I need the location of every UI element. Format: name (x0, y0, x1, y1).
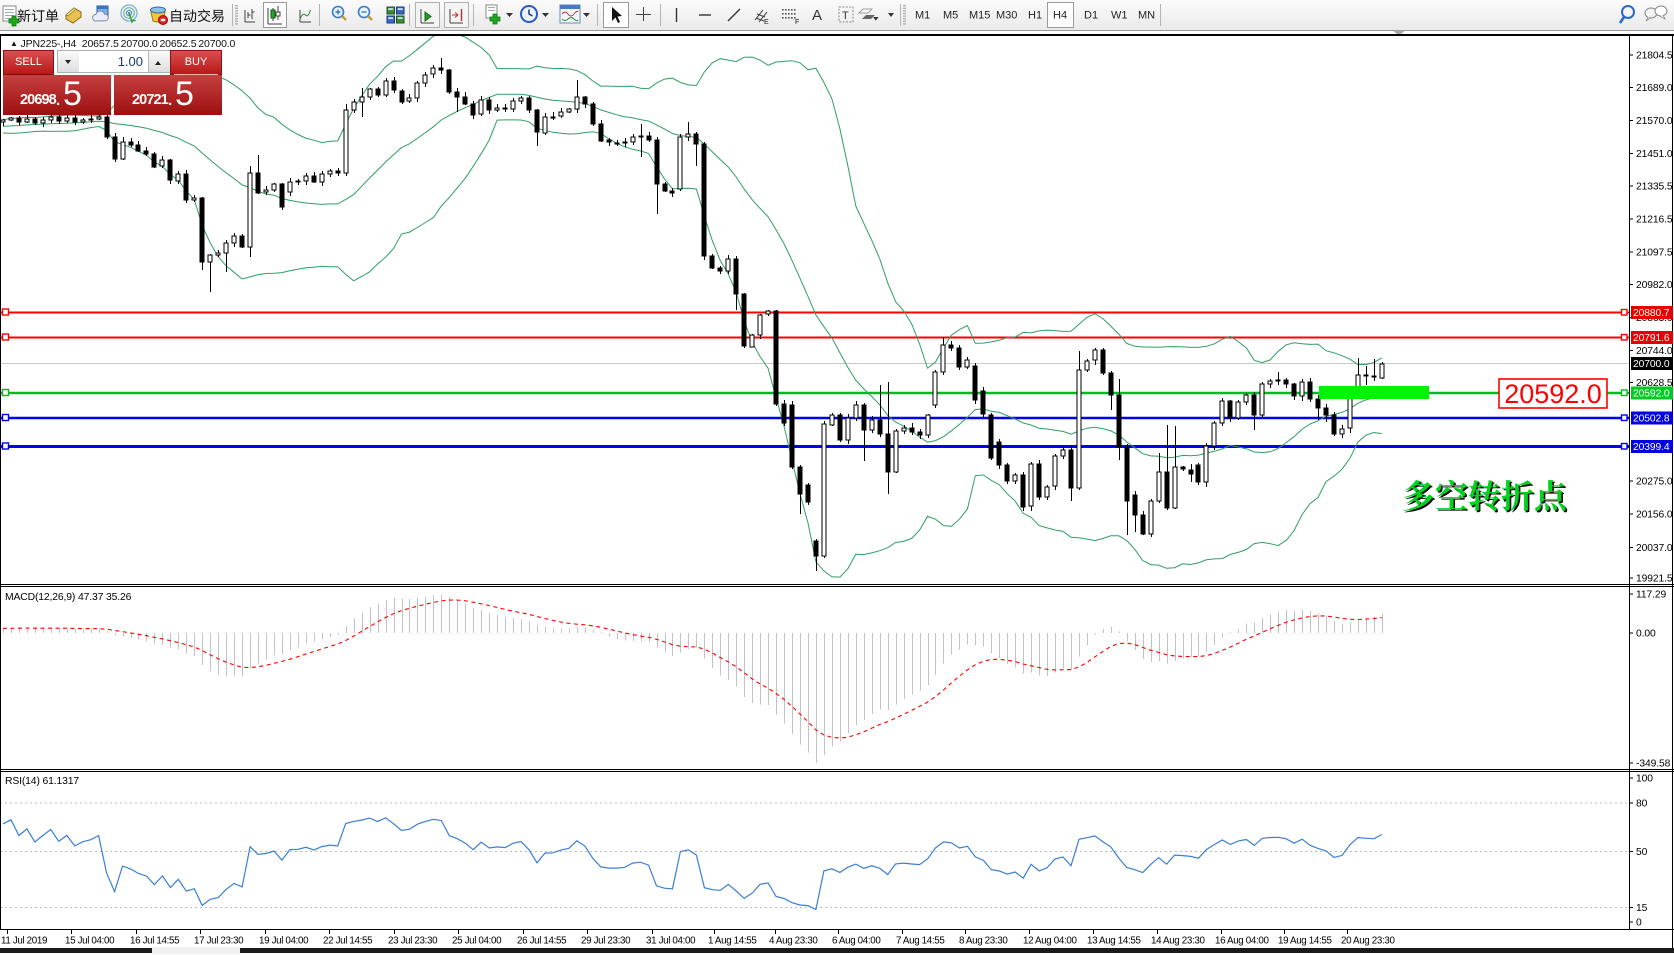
svg-text:MN: MN (1138, 10, 1155, 22)
svg-text:100: 100 (1636, 774, 1653, 785)
svg-text:16 Aug 04:00: 16 Aug 04:00 (1215, 936, 1269, 947)
svg-text:12 Aug 04:00: 12 Aug 04:00 (1023, 936, 1077, 947)
svg-text:A: A (812, 7, 822, 24)
svg-text:19 Jul 04:00: 19 Jul 04:00 (259, 936, 309, 947)
svg-text:26 Jul 14:55: 26 Jul 14:55 (517, 936, 567, 947)
svg-text:0.00: 0.00 (1636, 629, 1656, 640)
svg-text:23 Jul 23:30: 23 Jul 23:30 (388, 936, 438, 947)
svg-text:M30: M30 (996, 10, 1017, 22)
svg-text:15 Jul 04:00: 15 Jul 04:00 (65, 936, 115, 947)
svg-text:6 Aug 04:00: 6 Aug 04:00 (832, 936, 881, 947)
svg-text:31 Jul 04:00: 31 Jul 04:00 (646, 936, 696, 947)
svg-text:RSI(14) 61.1317: RSI(14) 61.1317 (5, 776, 79, 787)
svg-text:E: E (764, 19, 769, 26)
svg-text:20037.0: 20037.0 (1636, 543, 1673, 554)
svg-text:50: 50 (1636, 847, 1648, 858)
svg-text:20502.8: 20502.8 (1633, 414, 1670, 425)
svg-text:20982.0: 20982.0 (1636, 280, 1673, 291)
svg-text:H4: H4 (1053, 10, 1067, 22)
svg-text:4 Aug 23:30: 4 Aug 23:30 (769, 936, 818, 947)
svg-text:19 Aug 14:55: 19 Aug 14:55 (1278, 936, 1332, 947)
svg-text:20592.0: 20592.0 (1504, 379, 1602, 409)
svg-text:20592.0: 20592.0 (1633, 389, 1670, 400)
svg-text:20880.7: 20880.7 (1633, 308, 1670, 319)
svg-text:0: 0 (1636, 918, 1642, 929)
svg-text:M15: M15 (969, 10, 990, 22)
svg-text:20275.0: 20275.0 (1636, 477, 1673, 488)
svg-text:MACD(12,26,9) 47.37 35.26: MACD(12,26,9) 47.37 35.26 (5, 592, 132, 603)
svg-text:20700.0: 20700.0 (1633, 359, 1670, 370)
svg-text:-349.58: -349.58 (1636, 759, 1671, 770)
svg-text:8 Aug 23:30: 8 Aug 23:30 (959, 936, 1008, 947)
svg-text:21451.0: 21451.0 (1636, 149, 1673, 160)
svg-text:1 Aug 14:55: 1 Aug 14:55 (708, 936, 757, 947)
svg-text:20628.5: 20628.5 (1636, 378, 1673, 389)
svg-text:M5: M5 (943, 10, 958, 22)
svg-text:16 Jul 14:55: 16 Jul 14:55 (130, 936, 180, 947)
svg-text:20 Aug 23:30: 20 Aug 23:30 (1341, 936, 1395, 947)
svg-text:W1: W1 (1111, 10, 1128, 22)
svg-text:20399.4: 20399.4 (1633, 442, 1670, 453)
svg-text:T: T (842, 10, 849, 22)
svg-text:25 Jul 04:00: 25 Jul 04:00 (452, 936, 502, 947)
svg-text:21216.5: 21216.5 (1636, 215, 1673, 226)
svg-text:15: 15 (1636, 903, 1648, 914)
svg-text:21689.0: 21689.0 (1636, 83, 1673, 94)
svg-text:21335.5: 21335.5 (1636, 182, 1673, 193)
svg-text:17 Jul 23:30: 17 Jul 23:30 (194, 936, 244, 947)
svg-text:D1: D1 (1084, 10, 1098, 22)
svg-text:21804.5: 21804.5 (1636, 51, 1673, 62)
svg-text:14 Aug 23:30: 14 Aug 23:30 (1151, 936, 1205, 947)
svg-text:22 Jul 14:55: 22 Jul 14:55 (323, 936, 373, 947)
svg-text:20744.0: 20744.0 (1636, 346, 1673, 357)
svg-text:7 Aug 14:55: 7 Aug 14:55 (896, 936, 945, 947)
svg-text:21097.5: 21097.5 (1636, 248, 1673, 259)
svg-text:21570.0: 21570.0 (1636, 116, 1673, 127)
svg-text:M1: M1 (915, 10, 930, 22)
svg-text:20156.0: 20156.0 (1636, 510, 1673, 521)
svg-text:H1: H1 (1028, 10, 1042, 22)
svg-text:13 Aug 14:55: 13 Aug 14:55 (1087, 936, 1141, 947)
svg-text:117.29: 117.29 (1636, 590, 1667, 601)
svg-text:11 Jul 2019: 11 Jul 2019 (1, 936, 47, 947)
svg-text:20791.6: 20791.6 (1633, 333, 1670, 344)
svg-text:29 Jul 23:30: 29 Jul 23:30 (581, 936, 631, 947)
svg-text:80: 80 (1636, 799, 1648, 810)
svg-text:19921.5: 19921.5 (1636, 574, 1673, 585)
svg-text:F: F (795, 19, 799, 26)
